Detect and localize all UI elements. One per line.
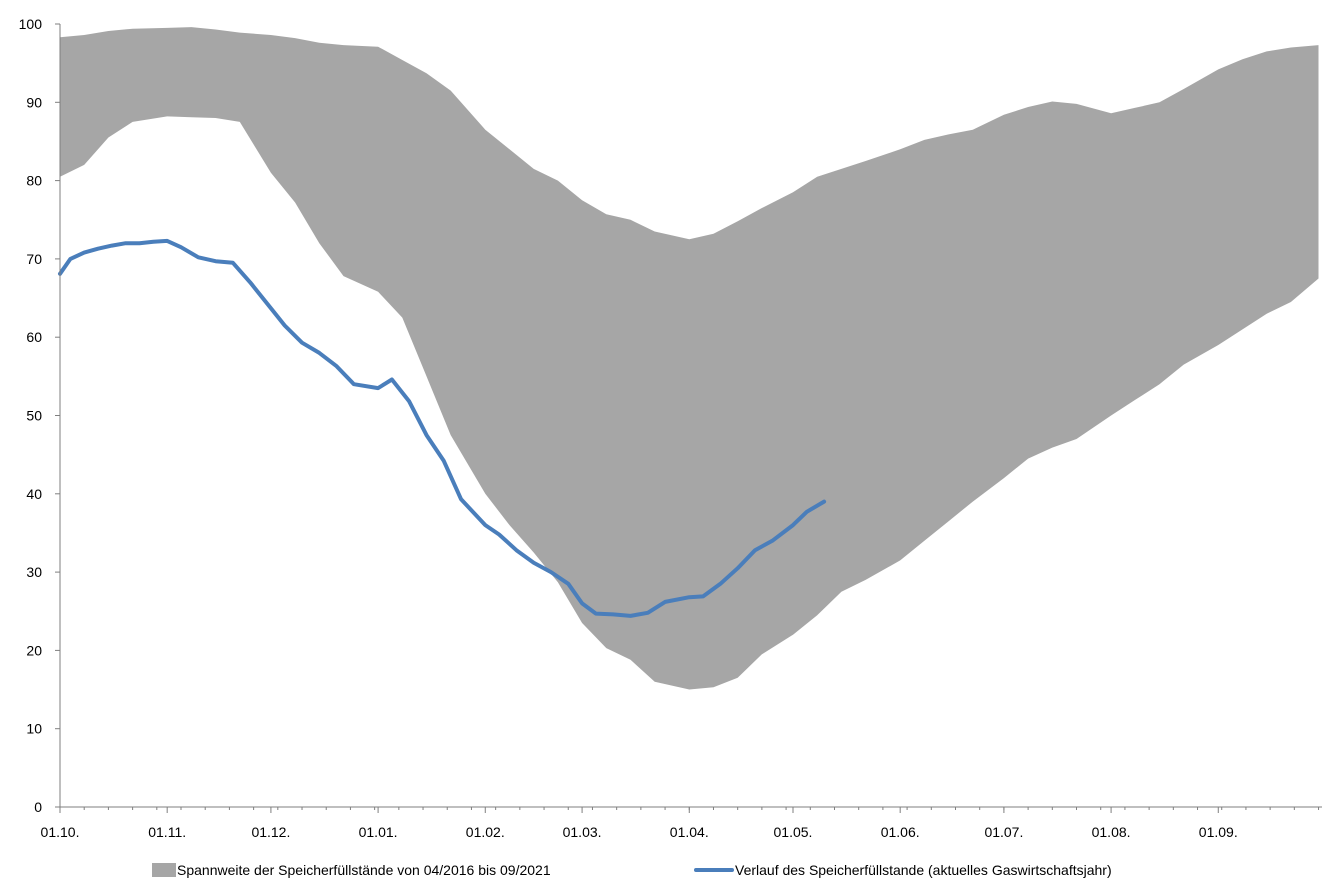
legend: Spannweite der Speicherfüllstände von 04… (0, 862, 1322, 884)
x-tick-label: 01.03. (563, 824, 602, 840)
y-tick-label: 30 (26, 564, 42, 580)
x-tick-label: 01.09. (1199, 824, 1238, 840)
band-polygon (60, 27, 1319, 690)
y-tick-label: 40 (26, 486, 42, 502)
series-line-path (58, 238, 827, 618)
x-tick-label: 01.10. (41, 824, 80, 840)
y-tick-label: 60 (26, 329, 42, 345)
series-line (58, 238, 827, 618)
legend-band-label: Spannweite der Speicherfüllstände von 04… (177, 862, 551, 878)
x-tick-label: 01.02. (466, 824, 505, 840)
legend-item-line: Verlauf des Speicherfüllstande (aktuelle… (694, 862, 1112, 878)
x-axis-ticks: 01.10. 01.11. 01.12. 01.01. 01.02. 01.03. 01.0… (41, 807, 1320, 840)
x-tick-label: 01.06. (881, 824, 920, 840)
legend-item-band: Spannweite der Speicherfüllstände von 04… (152, 862, 551, 878)
y-tick-label: 90 (26, 94, 42, 110)
y-tick-label: 0 (34, 799, 42, 815)
band-area (60, 27, 1319, 690)
x-tick-label: 01.05. (774, 824, 813, 840)
x-tick-label: 01.04. (670, 824, 709, 840)
x-tick-label: 01.07. (984, 824, 1023, 840)
y-tick-label: 80 (26, 173, 42, 189)
y-tick-label: 10 (26, 721, 42, 737)
y-tick-label: 50 (26, 408, 42, 424)
legend-line-swatch (694, 868, 734, 872)
x-tick-label: 01.12. (251, 824, 290, 840)
y-tick-label: 100 (19, 16, 43, 32)
legend-band-swatch (152, 863, 176, 877)
x-tick-label: 01.11. (148, 824, 186, 840)
legend-line-label: Verlauf des Speicherfüllstande (aktuelle… (735, 862, 1112, 878)
x-tick-label: 01.01. (359, 824, 398, 840)
y-tick-label: 70 (26, 251, 42, 267)
y-tick-label: 20 (26, 642, 42, 658)
y-axis-ticks: 0 10 20 30 40 50 60 70 80 90 100 (19, 16, 60, 815)
x-tick-label: 01.08. (1092, 824, 1131, 840)
